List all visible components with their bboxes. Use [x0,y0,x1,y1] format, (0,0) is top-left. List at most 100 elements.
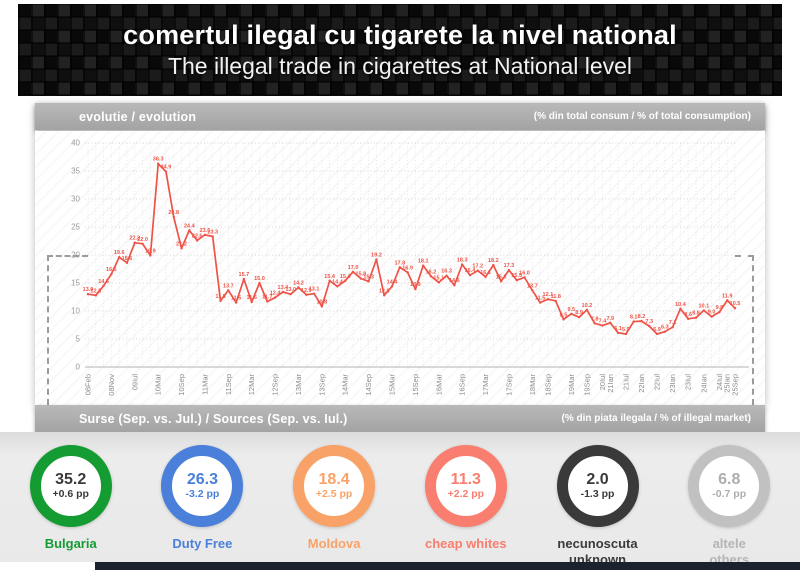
svg-text:6.1: 6.1 [614,326,622,332]
evolution-section-bar: evolutie / evolution (% din total consum… [35,103,765,130]
svg-text:18Sep: 18Sep [543,374,552,396]
svg-text:11.5: 11.5 [535,296,545,302]
header: comertul ilegal cu tigarete la nivel nat… [18,4,782,96]
svg-text:13.7: 13.7 [223,283,234,289]
svg-text:14.4: 14.4 [387,279,399,285]
svg-text:14.4: 14.4 [332,279,344,285]
svg-text:18.2: 18.2 [488,258,499,264]
source-bulgaria-label: Bulgaria [44,536,97,551]
svg-text:08Nov: 08Nov [107,374,116,396]
trend-line [87,162,736,335]
svg-text:22.0: 22.0 [137,237,148,243]
callout-dash-right-horizontal [735,255,754,257]
svg-text:21Iul: 21Iul [621,374,630,391]
source-moldova-label: Moldova [307,536,361,551]
svg-text:17.3: 17.3 [504,263,515,269]
svg-text:17.8: 17.8 [394,260,405,266]
svg-text:17.2: 17.2 [472,264,483,270]
svg-text:21Ian: 21Ian [606,374,615,393]
svg-text:13Mar: 13Mar [294,374,303,396]
svg-text:25: 25 [71,223,80,232]
svg-text:5.9: 5.9 [653,327,661,333]
sources-bar-title: Surse (Sep. vs. Jul.) / Sources (Sep. vs… [79,411,348,426]
svg-text:13.9: 13.9 [410,282,421,288]
svg-text:11.8: 11.8 [551,294,561,300]
svg-text:10.4: 10.4 [675,302,687,308]
svg-text:5.9: 5.9 [622,327,630,333]
svg-text:11.5: 11.5 [231,296,241,302]
svg-text:15.4: 15.4 [324,274,336,280]
svg-text:15: 15 [71,279,80,288]
svg-text:18Mar: 18Mar [528,374,537,396]
source-cheap-whites-label: cheap whites [424,536,507,551]
svg-text:18.6: 18.6 [122,256,133,262]
svg-text:10.8: 10.8 [316,300,327,306]
svg-text:23Ian: 23Ian [668,374,677,393]
svg-text:13.1: 13.1 [309,287,320,293]
source-altele-others: 6.8 -0.7 pp altele others [668,445,790,569]
svg-text:13.0: 13.0 [83,287,94,293]
svg-text:25Sep: 25Sep [731,374,740,396]
svg-text:12.8: 12.8 [379,288,390,294]
svg-text:14.5: 14.5 [98,279,109,285]
svg-text:11.9: 11.9 [722,293,732,299]
svg-text:16.2: 16.2 [426,269,437,275]
source-moldova-delta: +2.5 pp [315,487,353,500]
callout-dash-left-horizontal [47,255,88,257]
source-bulgaria: 35.2 +0.6 pp Bulgaria [10,445,132,552]
svg-text:15.8: 15.8 [355,272,366,278]
svg-text:12.9: 12.9 [301,288,312,294]
svg-text:16.9: 16.9 [402,265,413,271]
svg-text:12.8: 12.8 [90,288,101,294]
svg-text:17.0: 17.0 [348,265,359,271]
svg-text:9.8: 9.8 [716,305,724,311]
source-duty-free-ring: 26.3 -3.2 pp [161,445,244,527]
source-moldova-value: 18.4 [318,470,350,488]
svg-text:25Ian: 25Ian [723,374,732,393]
svg-text:34.9: 34.9 [161,165,172,171]
svg-text:24Ian: 24Ian [699,374,708,393]
svg-text:10Sep: 10Sep [177,374,186,396]
svg-text:13.7: 13.7 [527,283,538,289]
source-altele-others-delta: -0.7 pp [712,487,747,500]
svg-text:11.7: 11.7 [262,294,272,300]
svg-text:12Sep: 12Sep [271,374,280,396]
svg-text:16.6: 16.6 [106,267,117,273]
svg-text:10.1: 10.1 [698,303,709,309]
svg-text:24.4: 24.4 [184,223,196,229]
svg-text:16.0: 16.0 [519,270,530,276]
source-duty-free-label: Duty Free [172,536,233,551]
svg-text:21.2: 21.2 [176,241,187,247]
svg-text:19Sep: 19Sep [582,374,591,396]
svg-text:18.1: 18.1 [418,259,429,265]
source-necunoscuta-unknown-value: 2.0 [586,470,609,488]
svg-text:10: 10 [71,307,80,316]
svg-text:7.8: 7.8 [591,316,599,322]
svg-text:11.6: 11.6 [246,295,256,301]
svg-text:15Mar: 15Mar [388,374,397,396]
source-cheap-whites: 11.3 +2.2 pp cheap whites [405,445,527,552]
svg-text:12.4: 12.4 [270,291,282,297]
source-necunoscuta-unknown: 2.0 -1.3 pp necunoscuta unknown [537,445,659,569]
source-moldova: 18.4 +2.5 pp Moldova [273,445,395,552]
svg-text:36.3: 36.3 [153,157,164,163]
svg-text:22Iul: 22Iul [653,374,662,391]
svg-text:7.1: 7.1 [669,320,677,326]
svg-text:15.3: 15.3 [496,274,507,280]
source-cheap-whites-delta: +2.2 pp [447,487,485,500]
svg-text:15.5: 15.5 [511,273,522,279]
evolution-bar-unit: (% din total consum / % of total consump… [533,111,751,122]
svg-text:19Mar: 19Mar [567,374,576,396]
svg-text:8.9: 8.9 [575,310,583,316]
svg-text:10Mar: 10Mar [154,374,163,396]
svg-text:13.0: 13.0 [285,287,296,293]
evolution-bar-title: evolutie / evolution [79,109,197,124]
source-moldova-ring: 18.4 +2.5 pp [293,445,376,527]
page-title: comertul ilegal cu tigarete la nivel nat… [123,20,677,50]
svg-text:14.6: 14.6 [449,278,460,284]
svg-text:15Sep: 15Sep [411,374,420,396]
svg-text:10.2: 10.2 [582,303,593,309]
svg-text:8.1: 8.1 [630,315,638,321]
svg-text:8.8: 8.8 [692,311,700,317]
